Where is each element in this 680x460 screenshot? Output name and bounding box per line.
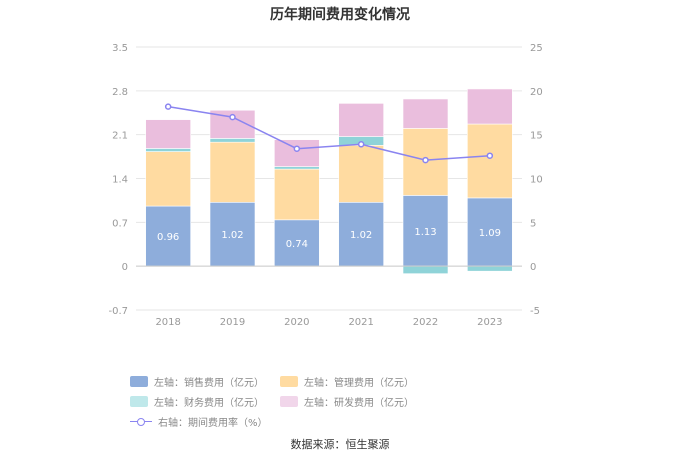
bar-segment [402,195,449,267]
left-tick-label: 1.4 [112,175,128,186]
bar-segment [274,219,320,267]
legend-swatch-rnd [280,395,298,407]
bar-data-label: 0.96 [157,232,179,243]
bar-data-label: 1.02 [221,230,243,241]
x-tick-label: 2022 [413,317,438,328]
bar-segment [145,148,191,152]
bar-segment [209,201,256,267]
legend-label-admin: 左轴：管理费用（亿元） [304,377,414,389]
bar-data-label: 1.02 [350,230,372,241]
right-tick-label: 10 [530,175,543,186]
chart-legend: 左轴：销售费用（亿元） 左轴：管理费用（亿元） 左轴：财务费用（亿元） 左轴：研… [130,374,570,429]
data-source: 数据来源：恒生聚源 [290,438,390,451]
bar-segment [274,166,320,170]
x-tick-label: 2021 [348,317,373,328]
bar-segment [209,138,256,143]
expense-ratio-point [164,103,172,110]
expense-ratio-point [293,145,301,152]
legend-label-expense-ratio: 右轴：期间费用率（%） [158,417,268,429]
legend-swatch-finance [130,395,148,407]
right-tick-label: 25 [530,43,543,54]
expense-ratio-line [168,105,490,161]
right-tick-label: 15 [530,131,543,142]
legend-label-finance: 左轴：财务费用（亿元） [154,397,264,409]
bar-segment [338,145,384,203]
bar-segment [402,98,449,129]
bar-segment [209,141,256,203]
legend-item-sales[interactable]: 左轴：销售费用（亿元） [130,374,264,389]
legend-label-rnd: 左轴：研发费用（亿元） [304,397,414,409]
right-tick-label: 5 [530,218,536,229]
legend-swatch-expense-ratio [130,416,152,427]
legend-swatch-sales [130,375,148,387]
bar-segment [274,139,320,167]
right-tick-label: 20 [530,87,543,98]
expense-ratio-point [486,152,494,159]
expense-ratio-point [229,113,236,121]
bar-data-label: 1.09 [479,228,501,239]
expense-chart: -0.7 0 0.7 1.4 2.1 2.8 3.5 -5 0 5 10 15 20 25 2018 2019… [108,43,543,328]
left-tick-label: 0.7 [112,218,128,229]
chart-title: 历年期间费用变化情况 [270,7,410,23]
bar-segment [402,265,449,274]
x-tick-label: 2019 [220,317,245,328]
bar-segment [338,103,384,137]
legend-label-sales: 左轴：销售费用（亿元） [154,377,264,389]
bar-segment [145,151,191,207]
expense-ratio-point [357,141,365,148]
legend-swatch-admin [280,375,298,387]
bar-segment [467,265,513,272]
bar-segment [467,123,513,199]
bar-segment [145,119,191,149]
left-tick-label: -0.7 [108,306,128,317]
x-tick-label: 2018 [155,317,180,328]
legend-item-admin[interactable]: 左轴：管理费用（亿元） [280,374,414,389]
legend-item-rnd[interactable]: 左轴：研发费用（亿元） [280,394,414,409]
right-tick-label: 0 [530,262,536,273]
bar-segment [467,88,513,125]
left-tick-label: 3.5 [112,43,128,54]
x-tick-label: 2020 [284,317,309,328]
left-tick-label: 2.8 [112,87,128,98]
left-tick-label: 2.1 [112,131,128,142]
bar-data-label: 0.74 [286,239,308,250]
x-tick-label: 2023 [477,317,502,328]
legend-item-expense-ratio[interactable]: 右轴：期间费用率（%） [130,414,268,429]
bar-segment [274,168,320,221]
left-tick-label: 0 [122,262,128,273]
right-tick-label: -5 [530,306,540,317]
bar-data-label: 1.13 [414,227,436,238]
legend-item-finance[interactable]: 左轴：财务费用（亿元） [130,394,264,409]
expense-ratio-point [422,156,429,164]
